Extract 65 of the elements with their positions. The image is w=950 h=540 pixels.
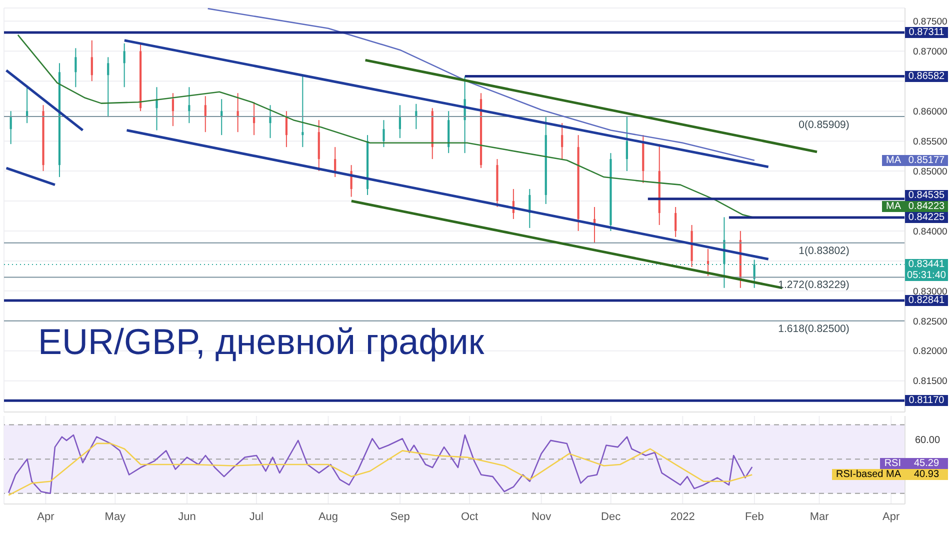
text: 0.85177 [905, 154, 948, 166]
y-tick-label: 0.82500 [913, 316, 948, 328]
y-tick-label: 0.85500 [913, 136, 948, 148]
text: 0.84223 [905, 200, 948, 212]
annotation: 1.272(0.83229) [778, 279, 850, 292]
data-label: 0.87311 [905, 27, 948, 38]
candlestick [10, 110, 12, 145]
candlestick [90, 40, 93, 82]
ref-line-label: 0.83441 [907, 258, 946, 270]
legend-label: RSI-based MA [832, 469, 905, 480]
line-series [207, 8, 756, 162]
candlestick [172, 92, 174, 127]
data-label: 0.84535 [905, 190, 948, 201]
x-tick-label: May [104, 510, 126, 523]
candlestick [706, 248, 710, 276]
x-tick-label: Jul [249, 510, 264, 523]
data-label: 0.84225 [905, 212, 948, 223]
text: 40.93 [905, 469, 948, 480]
candlestick [561, 122, 564, 160]
x-tick-label: 2022 [670, 510, 695, 523]
data-label: 0.82841 [905, 294, 948, 306]
x-tick-label: Nov [532, 510, 552, 523]
y-tick-label: 0.83000 [913, 286, 948, 298]
x-tick-label: Apr [37, 510, 55, 523]
candlestick [302, 74, 304, 148]
candlestick [252, 102, 256, 136]
annotation: 0(0.85909) [798, 118, 850, 131]
candlestick [107, 56, 110, 118]
legend-label: MA [882, 200, 905, 212]
text: 45.29 [905, 458, 948, 470]
candlestick [382, 120, 385, 148]
data-label: 0.86582 [905, 70, 948, 82]
x-tick-label: Dec [601, 510, 622, 523]
y-tick-label: 0.86000 [913, 106, 948, 118]
legend-label: RSI [880, 458, 905, 470]
y-tick-label: 0.84000 [913, 226, 948, 238]
candlestick [74, 48, 77, 88]
x-tick-label: Feb [744, 510, 764, 523]
legend-label: MA [882, 154, 905, 166]
candlestick [188, 86, 190, 124]
candlestick [398, 104, 401, 139]
text: 60.00 [914, 435, 942, 446]
candlestick [334, 146, 336, 178]
y-tick-label: 0.81500 [913, 376, 948, 388]
y-tick-label: 0.87500 [913, 16, 948, 28]
x-tick-label: Jun [178, 510, 196, 523]
candlestick [626, 116, 628, 172]
x-tick-label: Oct [460, 510, 478, 523]
x-tick-label: Aug [318, 510, 338, 523]
y-tick-label: 0.85000 [913, 166, 948, 178]
x-tick-label: Apr [882, 510, 900, 523]
candlestick [269, 104, 272, 139]
x-tick-label: Mar [810, 510, 830, 523]
y-tick-label: 0.82000 [913, 346, 948, 358]
annotation: 1.618(0.82500) [778, 322, 850, 335]
text: 05:31:40 [906, 270, 947, 281]
candlestick [123, 42, 126, 88]
y-tick-label: 0.87000 [913, 46, 948, 58]
x-tick-label: Sep [390, 510, 410, 523]
candlestick [156, 86, 158, 131]
text: EUR/GBP, дневной график [38, 321, 484, 362]
candlestick [285, 110, 288, 148]
data-label: 0.81170 [905, 395, 948, 406]
annotation: 1(0.83802) [798, 244, 850, 257]
candlestick [674, 206, 677, 238]
